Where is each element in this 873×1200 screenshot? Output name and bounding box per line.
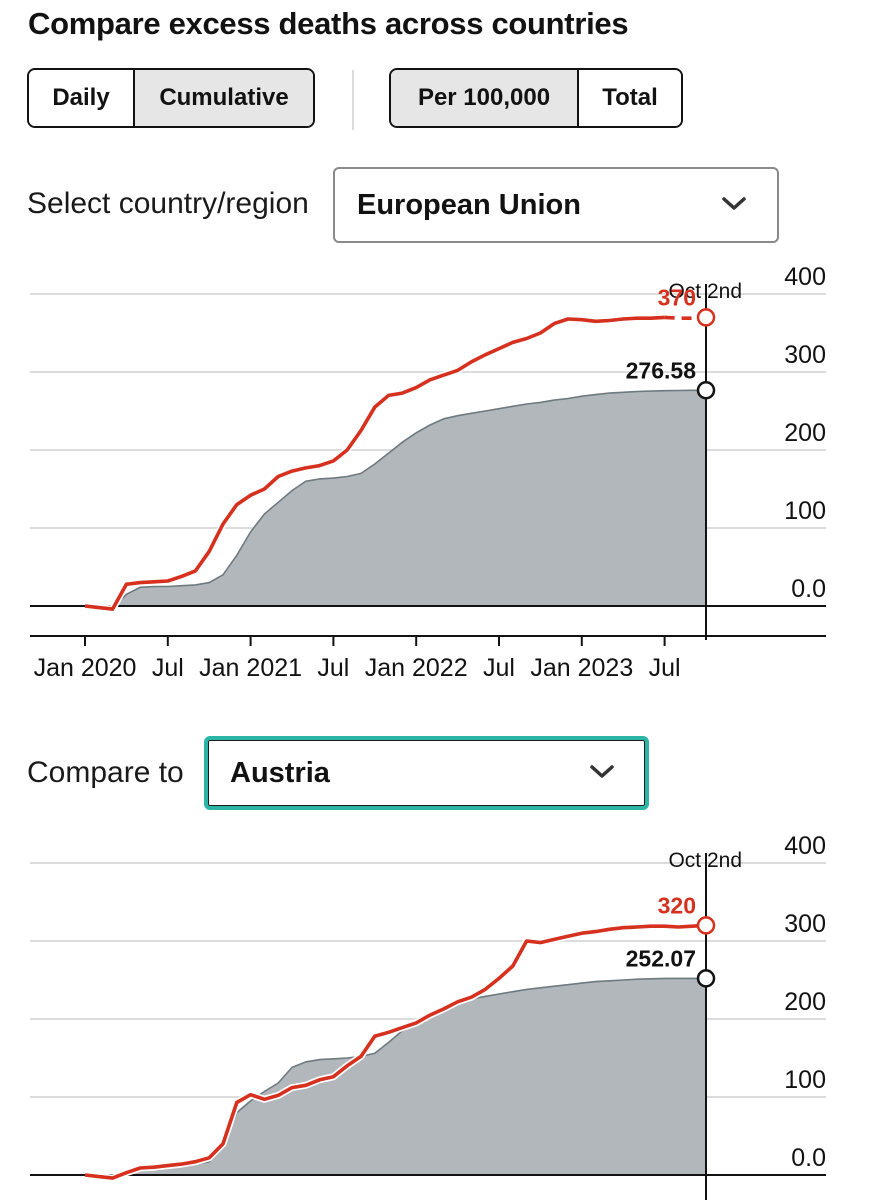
chevron-down-icon	[590, 765, 614, 778]
y-tick-label: 400	[784, 832, 826, 860]
chevron-down-icon	[722, 197, 746, 210]
x-tick-label: Jul	[152, 654, 184, 682]
y-tick-label: 300	[784, 341, 826, 369]
page-title: Compare excess deaths across countries	[28, 6, 629, 41]
upper-estimate-value: 370	[658, 284, 696, 310]
compare-select-value: Austria	[230, 756, 330, 789]
date-marker-label: Oct 2nd	[668, 849, 742, 872]
central-estimate-outline	[84, 389, 706, 610]
country-select[interactable]: European Union	[333, 167, 779, 243]
central-estimate-point	[696, 381, 716, 400]
central-estimate-value: 276.58	[626, 357, 697, 383]
central-estimate-value: 252.07	[626, 945, 696, 971]
upper-estimate-point	[696, 308, 716, 327]
mode-toggle: Daily Cumulative	[27, 68, 315, 128]
upper-estimate-point	[696, 916, 716, 935]
total-button[interactable]: Total	[577, 70, 681, 126]
country-select-value: European Union	[357, 188, 581, 221]
compare-select[interactable]: Austria	[204, 736, 649, 810]
x-tick-label: Jul	[649, 654, 681, 682]
y-tick-label: 100	[784, 1066, 826, 1094]
y-tick-label: 300	[784, 910, 826, 938]
upper-estimate-line	[84, 923, 707, 1180]
x-tick-label: Jan 2022	[365, 654, 468, 682]
x-tick-label: Jul	[317, 654, 349, 682]
toggle-divider	[352, 70, 354, 130]
scale-toggle: Per 100,000 Total	[389, 68, 683, 128]
daily-button[interactable]: Daily	[29, 70, 133, 126]
austria-excess-deaths-chart: 400 300 200 100 0.0 Oct 2nd 320 252.07	[30, 832, 826, 1200]
y-tick-label: 200	[784, 419, 826, 447]
y-tick-label: 100	[784, 497, 826, 525]
x-tick-label: Jan 2021	[199, 654, 302, 682]
per-100000-button[interactable]: Per 100,000	[391, 70, 577, 126]
x-tick-label: Jan 2023	[530, 654, 633, 682]
cumulative-button[interactable]: Cumulative	[133, 70, 313, 126]
y-tick-label: 0.0	[791, 1144, 826, 1172]
central-estimate-area	[85, 978, 706, 1179]
x-tick-label: Jul	[483, 654, 515, 682]
y-tick-label: 0.0	[791, 575, 826, 603]
central-estimate-point	[696, 969, 716, 988]
y-tick-label: 400	[784, 263, 826, 291]
y-tick-label: 200	[784, 988, 826, 1016]
compare-select-label: Compare to	[27, 756, 184, 789]
country-select-label: Select country/region	[27, 187, 309, 220]
x-tick-label: Jan 2020	[34, 654, 137, 682]
central-estimate-area	[85, 390, 706, 609]
date-marker-label: Oct 2nd	[668, 280, 742, 303]
upper-estimate-line	[84, 315, 665, 611]
upper-estimate-value: 320	[658, 892, 696, 918]
